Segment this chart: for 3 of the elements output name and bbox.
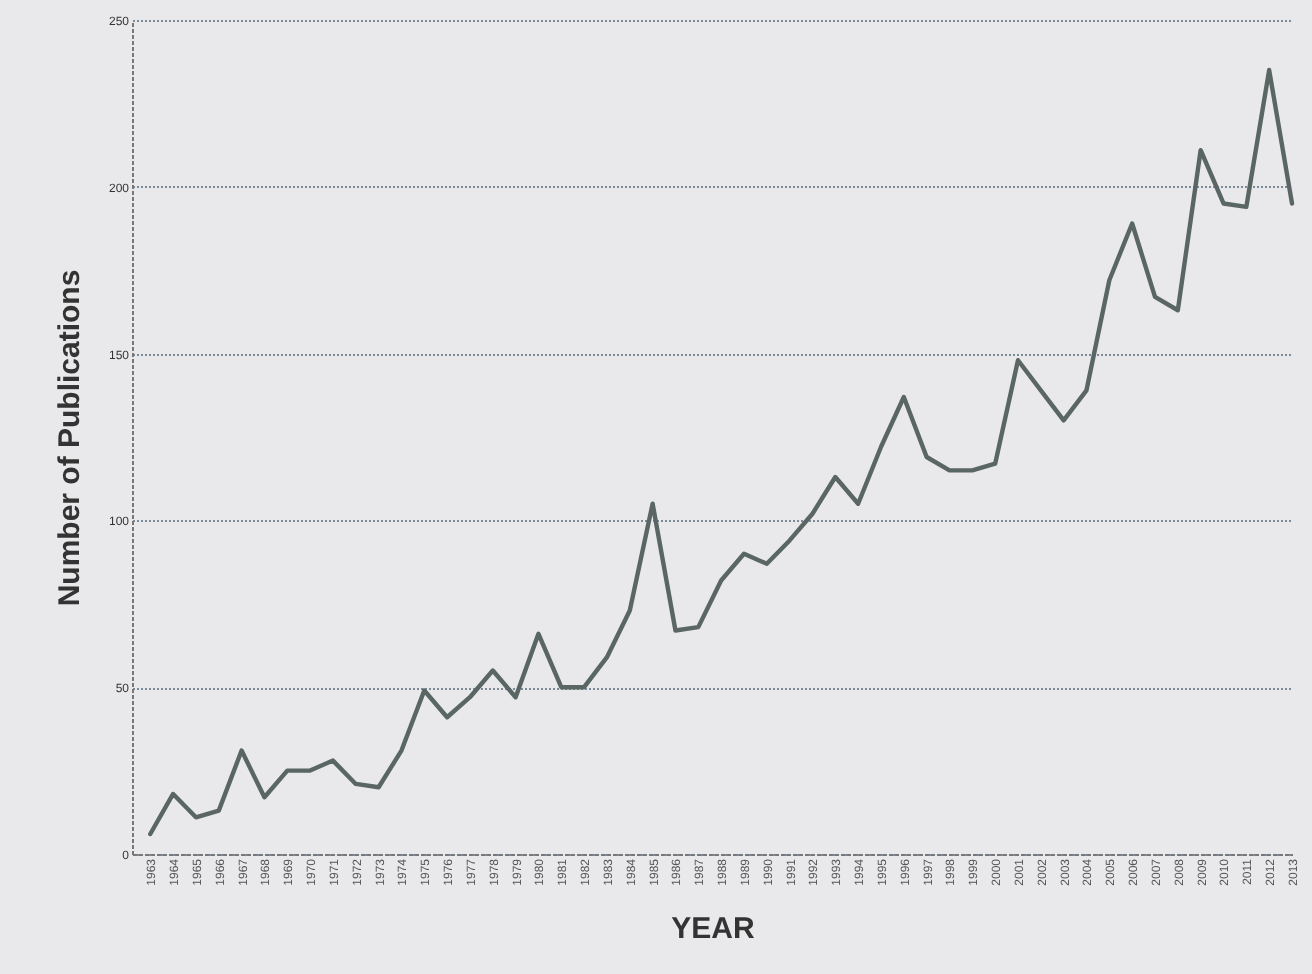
line-series <box>148 67 1295 837</box>
x-axis-title: YEAR <box>671 911 755 946</box>
y-axis-title: Number of Publications <box>52 269 87 607</box>
